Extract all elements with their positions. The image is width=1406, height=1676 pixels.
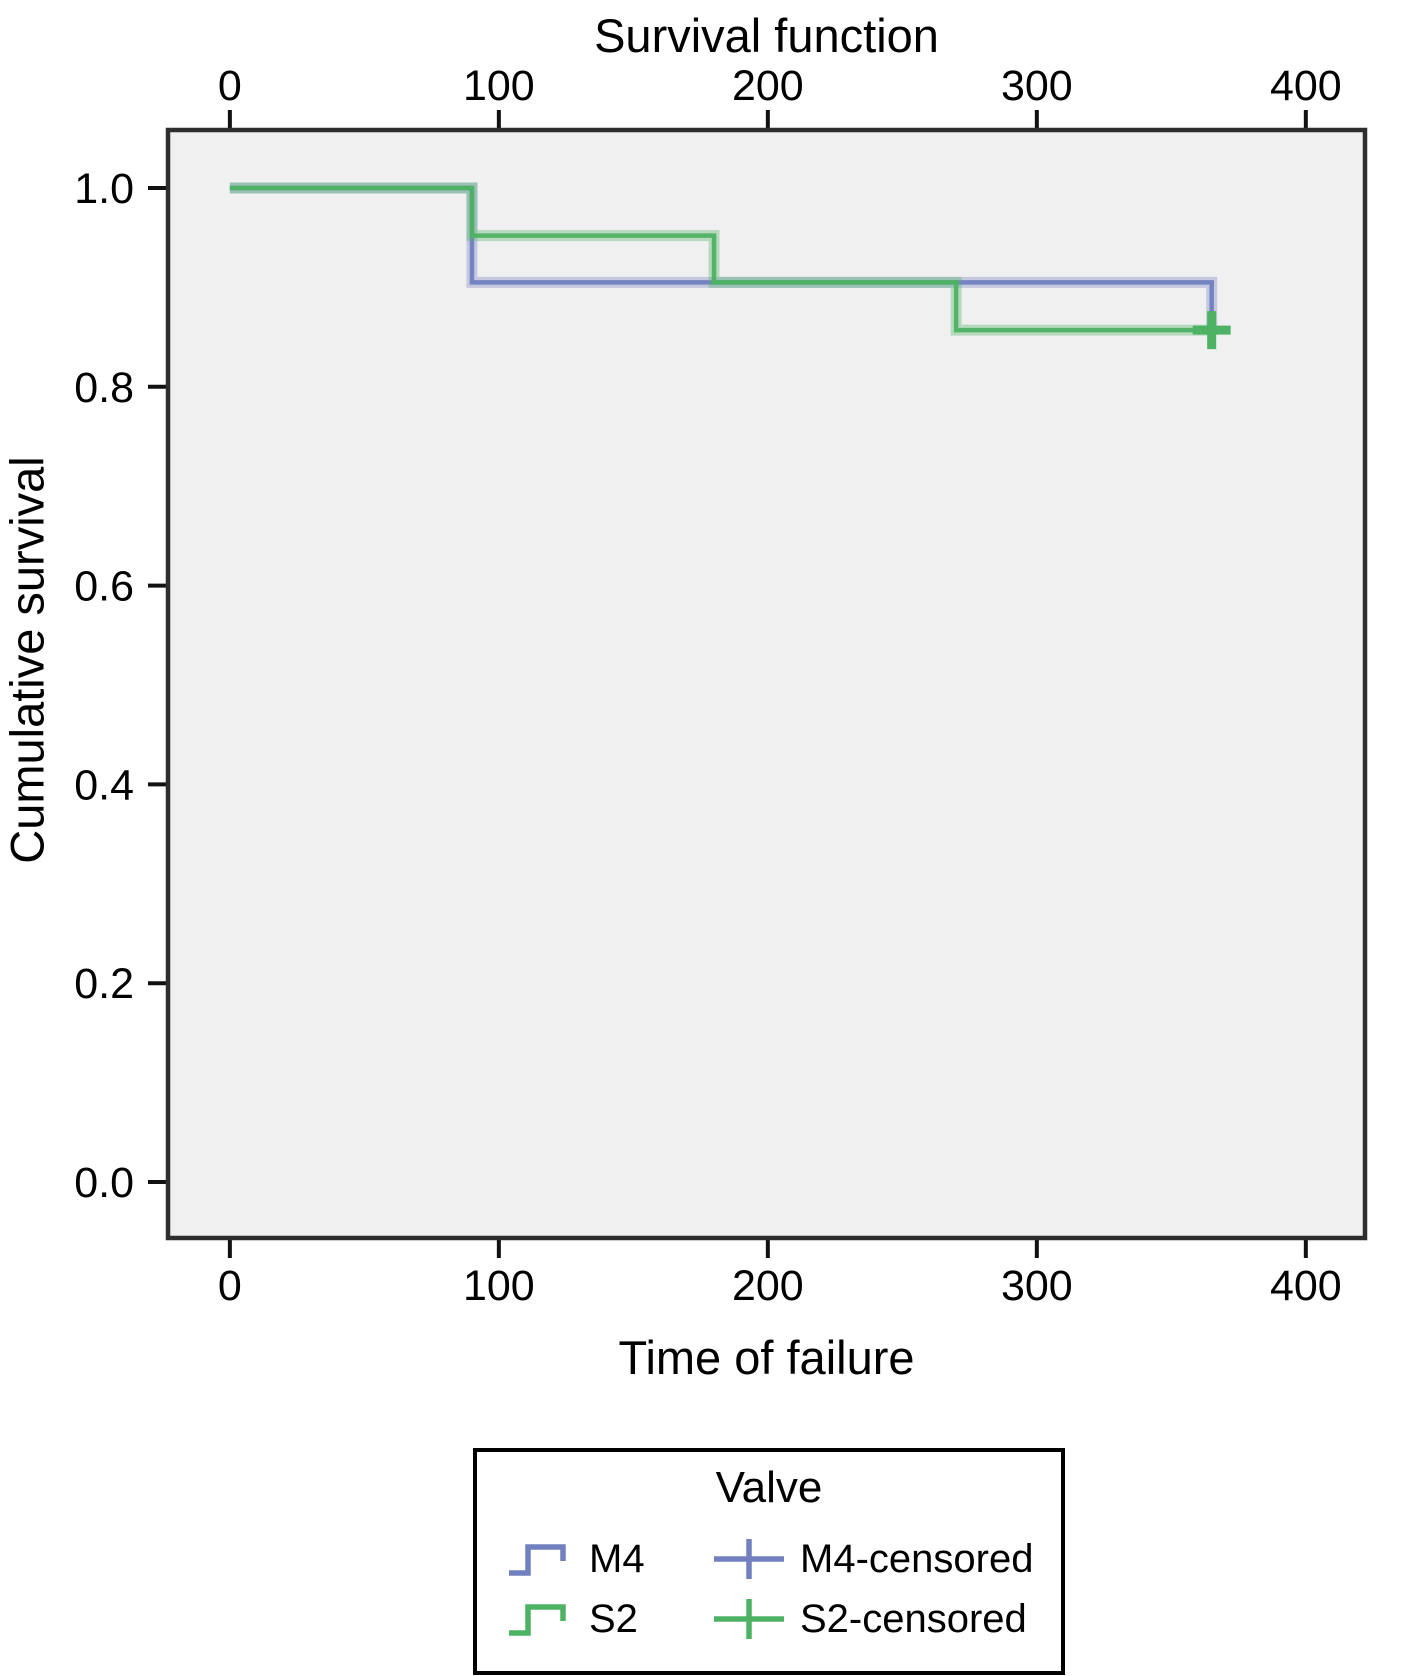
s2-step-line-glyph — [509, 1604, 566, 1636]
survival-curve-s2 — [229, 185, 1212, 333]
y-tick-label: 0.2 — [74, 960, 134, 1008]
legend-grid: M4 M4-censored S2 S2-censored — [507, 1536, 1061, 1642]
x-tick-label-top: 200 — [732, 62, 804, 110]
legend-entry-label-s2-censored: S2-censored — [800, 1596, 1027, 1641]
y-tick-label: 0.0 — [74, 1159, 134, 1207]
plot-border — [165, 127, 1368, 1241]
x-tick-label-bottom: 300 — [1001, 1262, 1073, 1310]
y-tick-label: 1.0 — [74, 165, 134, 213]
y-tick-label: 0.6 — [74, 563, 134, 611]
x-tick-label-top: 300 — [1001, 62, 1073, 110]
legend-entry-m4-censored: M4-censored — [712, 1536, 1061, 1582]
plot-background — [168, 130, 1365, 1238]
legend-entry-s2: S2 — [507, 1596, 712, 1642]
s2-censored-plus-glyph — [714, 1599, 784, 1639]
legend-entry-label-s2: S2 — [589, 1596, 638, 1641]
x-tick-label-bottom: 200 — [732, 1262, 804, 1310]
y-tick-label: 0.4 — [74, 761, 134, 809]
legend-entry-label-m4: M4 — [589, 1536, 645, 1581]
legend-title: Valve — [715, 1463, 823, 1512]
x-axis-label: Time of failure — [618, 1331, 915, 1384]
y-axis-label: Cumulative survival — [0, 456, 54, 864]
x-tick-label-bottom: 100 — [463, 1262, 535, 1310]
legend-entry-m4: M4 — [507, 1536, 712, 1582]
legend-entry-s2-censored: S2-censored — [712, 1596, 1061, 1642]
x-tick-label-bottom: 0 — [218, 1262, 242, 1310]
m4-censored-plus-glyph — [714, 1539, 784, 1579]
x-tick-label-top: 400 — [1270, 62, 1342, 110]
y-tick-label: 0.8 — [74, 364, 134, 412]
x-tick-label-top: 100 — [463, 62, 535, 110]
chart-title: Survival function — [594, 9, 939, 62]
legend-box: Valve M4 M4-censored S2 — [473, 1448, 1065, 1675]
plot-area: 0 0 100 100 200 200 300 300 400 400 0.0 0.2 0.4 0.6 0.… — [74, 62, 1368, 1310]
m4-step-line-glyph — [509, 1544, 566, 1576]
x-tick-label-top: 0 — [218, 62, 242, 110]
x-tick-label-bottom: 400 — [1270, 1262, 1342, 1310]
legend-entry-label-m4-censored: M4-censored — [800, 1536, 1034, 1581]
